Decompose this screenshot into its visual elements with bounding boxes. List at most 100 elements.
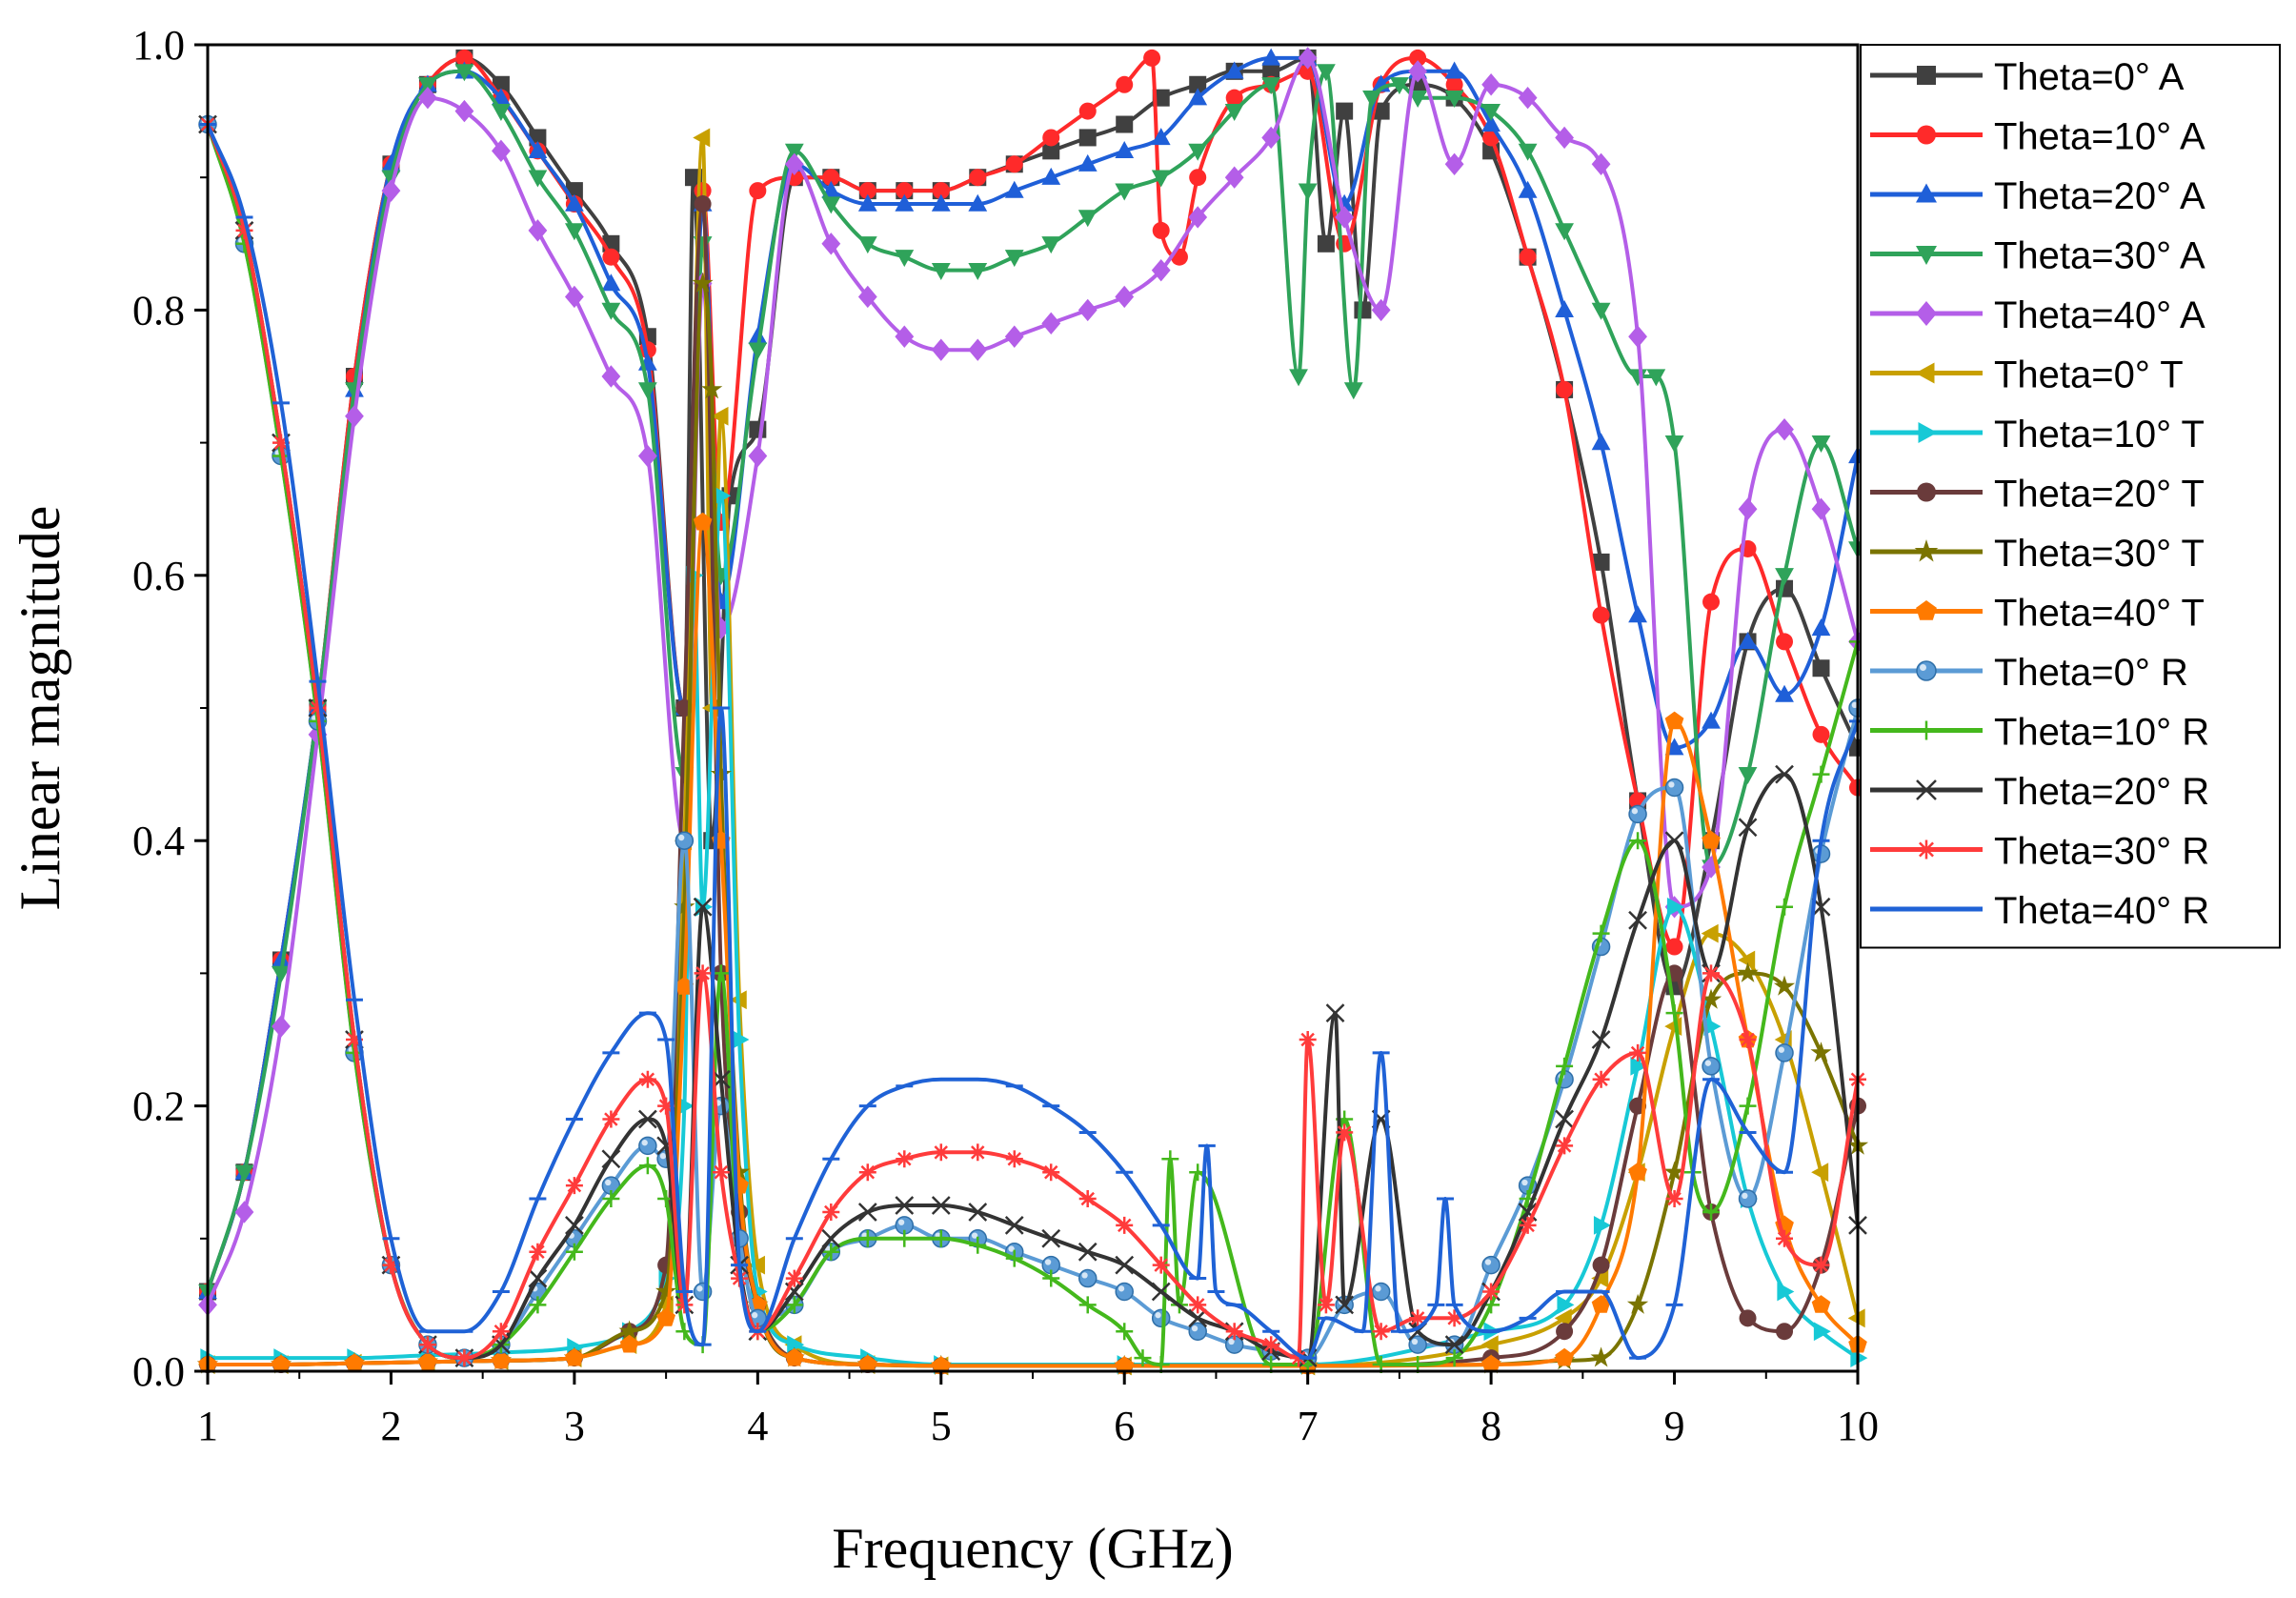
data-point [1188,1308,1208,1328]
data-point [822,169,840,187]
data-point [1482,1283,1500,1301]
data-point [1776,633,1794,651]
legend-item: Theta=30° T [1870,533,2205,575]
data-point [1628,804,1647,824]
data-point [1115,141,1135,159]
data-point-highlight [1484,1259,1492,1265]
data-point [895,250,915,268]
series-10 [198,512,1867,1374]
data-point [1224,103,1244,121]
data-point [711,406,729,426]
legend-item: Theta=0° A [1870,56,2185,98]
data-point [454,99,474,123]
data-point [1628,325,1647,348]
legend-item: Theta=10° R [1870,712,2209,754]
data-point [1555,223,1574,241]
data-point [1189,75,1207,93]
data-point-highlight [1081,1272,1088,1279]
data-point-highlight [1778,1046,1785,1053]
data-point [1592,553,1610,571]
legend-label: Theta=20° R [1994,771,2209,813]
data-point [1116,115,1134,133]
data-point [692,272,714,293]
data-point [676,1096,695,1116]
legend-item: Theta=30° A [1870,235,2205,277]
data-point [1115,1255,1135,1275]
data-point [618,1320,640,1341]
data-point [896,182,914,200]
data-point [1004,250,1024,268]
data-point [1317,1296,1335,1314]
data-point [529,1296,547,1314]
data-point [1811,618,1831,637]
data-point-highlight [1191,1325,1198,1332]
data-point [1445,75,1463,93]
x-tick-label: 6 [1114,1403,1135,1449]
legend-label: Theta=20° T [1994,474,2205,516]
data-point [1336,102,1354,120]
data-point [234,1164,254,1183]
data-point [1151,258,1171,282]
data-point [1555,126,1574,150]
data-point [932,1229,950,1247]
data-point [234,1201,254,1224]
data-point [1042,1163,1060,1182]
data-point [1481,1255,1500,1275]
data-point [1666,897,1684,917]
data-point [1775,568,1794,586]
data-point [1078,102,1097,120]
data-point [1042,129,1060,147]
y-tick-label: 0.0 [132,1348,185,1395]
legend-item: Theta=20° R [1870,771,2209,813]
legend-marker [1917,66,1936,85]
data-point [1078,1242,1098,1262]
data-point [1078,210,1098,228]
legend-label: Theta=30° A [1994,235,2205,277]
legend: Theta=0° A Theta=10° A Theta=20° A Theta=30… [1860,44,2281,949]
data-point [564,193,584,212]
data-point [637,444,657,468]
legend-marker [1916,600,1937,620]
data-point [1041,236,1061,254]
data-point [1041,1228,1061,1248]
data-point [969,1143,987,1162]
data-point-highlight [1742,1192,1748,1200]
data-point [931,338,951,361]
legend-item: Theta=0° T [1870,354,2184,396]
data-point [1776,1323,1794,1341]
data-point [1262,1336,1280,1354]
data-point [1591,152,1611,175]
legend-marker [1916,660,1937,681]
data-point [1519,248,1537,266]
legend-marker [1918,422,1938,443]
data-point [968,193,988,212]
data-point [529,1243,547,1261]
data-point [565,1347,584,1366]
series-line [206,55,1860,1293]
data-point [1811,435,1831,453]
data-point [1078,129,1097,147]
x-tick-label: 9 [1664,1403,1685,1449]
x-tick-label: 10 [1837,1403,1879,1449]
data-point [1811,1163,1829,1183]
data-point [1116,1216,1134,1234]
data-point [1629,832,1647,850]
data-point-highlight [696,1285,703,1292]
legend-item: Theta=0° R [1870,652,2188,694]
data-point [1664,435,1684,453]
legend-marker [1917,482,1936,502]
data-point [1078,1296,1097,1314]
data-point [1298,183,1318,201]
data-point [1775,1043,1794,1062]
legend-marker [1916,183,1937,203]
data-point [1776,1229,1793,1247]
data-point [1556,1323,1574,1341]
data-point [1738,766,1758,784]
data-point [1592,1256,1610,1274]
data-point [1261,126,1281,150]
data-point [1408,91,1428,109]
data-point [492,1350,511,1369]
data-point [1004,180,1024,198]
data-point [686,565,704,585]
data-point [1481,114,1501,132]
